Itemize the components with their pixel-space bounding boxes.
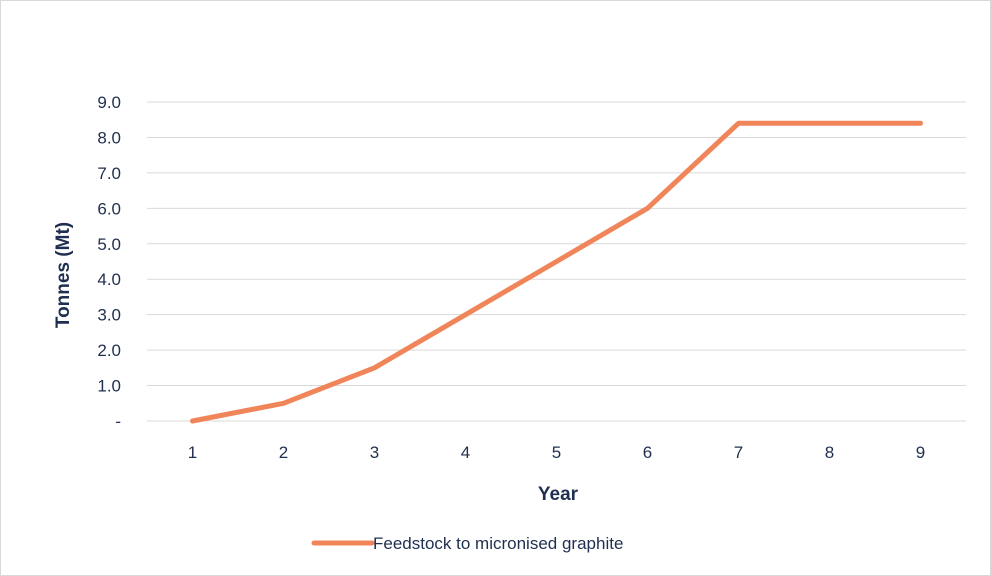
x-tick-label: 4 (461, 443, 470, 462)
x-tick-label: 9 (916, 443, 925, 462)
y-tick-label: 2.0 (97, 341, 121, 360)
x-tick-label: 1 (188, 443, 197, 462)
series-line-0 (190, 120, 923, 424)
y-tick-label: 9.0 (97, 93, 121, 112)
x-tick-label: 6 (643, 443, 652, 462)
x-tick-label: 2 (279, 443, 288, 462)
series-lines (190, 120, 923, 424)
legend: Feedstock to micronised graphite (311, 534, 623, 553)
y-tick-labels: - 1.0 2.0 3.0 4.0 5.0 6.0 7.0 8.0 9.0 (97, 93, 121, 431)
y-tick-label: 8.0 (97, 128, 121, 147)
x-tick-label: 7 (734, 443, 743, 462)
y-tick-label: - (115, 412, 121, 431)
x-tick-label: 8 (825, 443, 834, 462)
y-tick-label: 4.0 (97, 270, 121, 289)
y-tick-label: 3.0 (97, 306, 121, 325)
x-tick-label: 3 (370, 443, 379, 462)
y-tick-label: 7.0 (97, 164, 121, 183)
x-tick-label: 5 (552, 443, 561, 462)
x-tick-labels: 1 2 3 4 5 6 7 8 9 (188, 443, 925, 462)
x-axis-title: Year (538, 484, 579, 505)
legend-label: Feedstock to micronised graphite (373, 534, 623, 553)
y-tick-label: 5.0 (97, 235, 121, 254)
y-axis-title: Tonnes (Mt) (53, 222, 74, 328)
y-tick-label: 1.0 (97, 377, 121, 396)
y-tick-label: 6.0 (97, 199, 121, 218)
gridlines (147, 101, 966, 422)
